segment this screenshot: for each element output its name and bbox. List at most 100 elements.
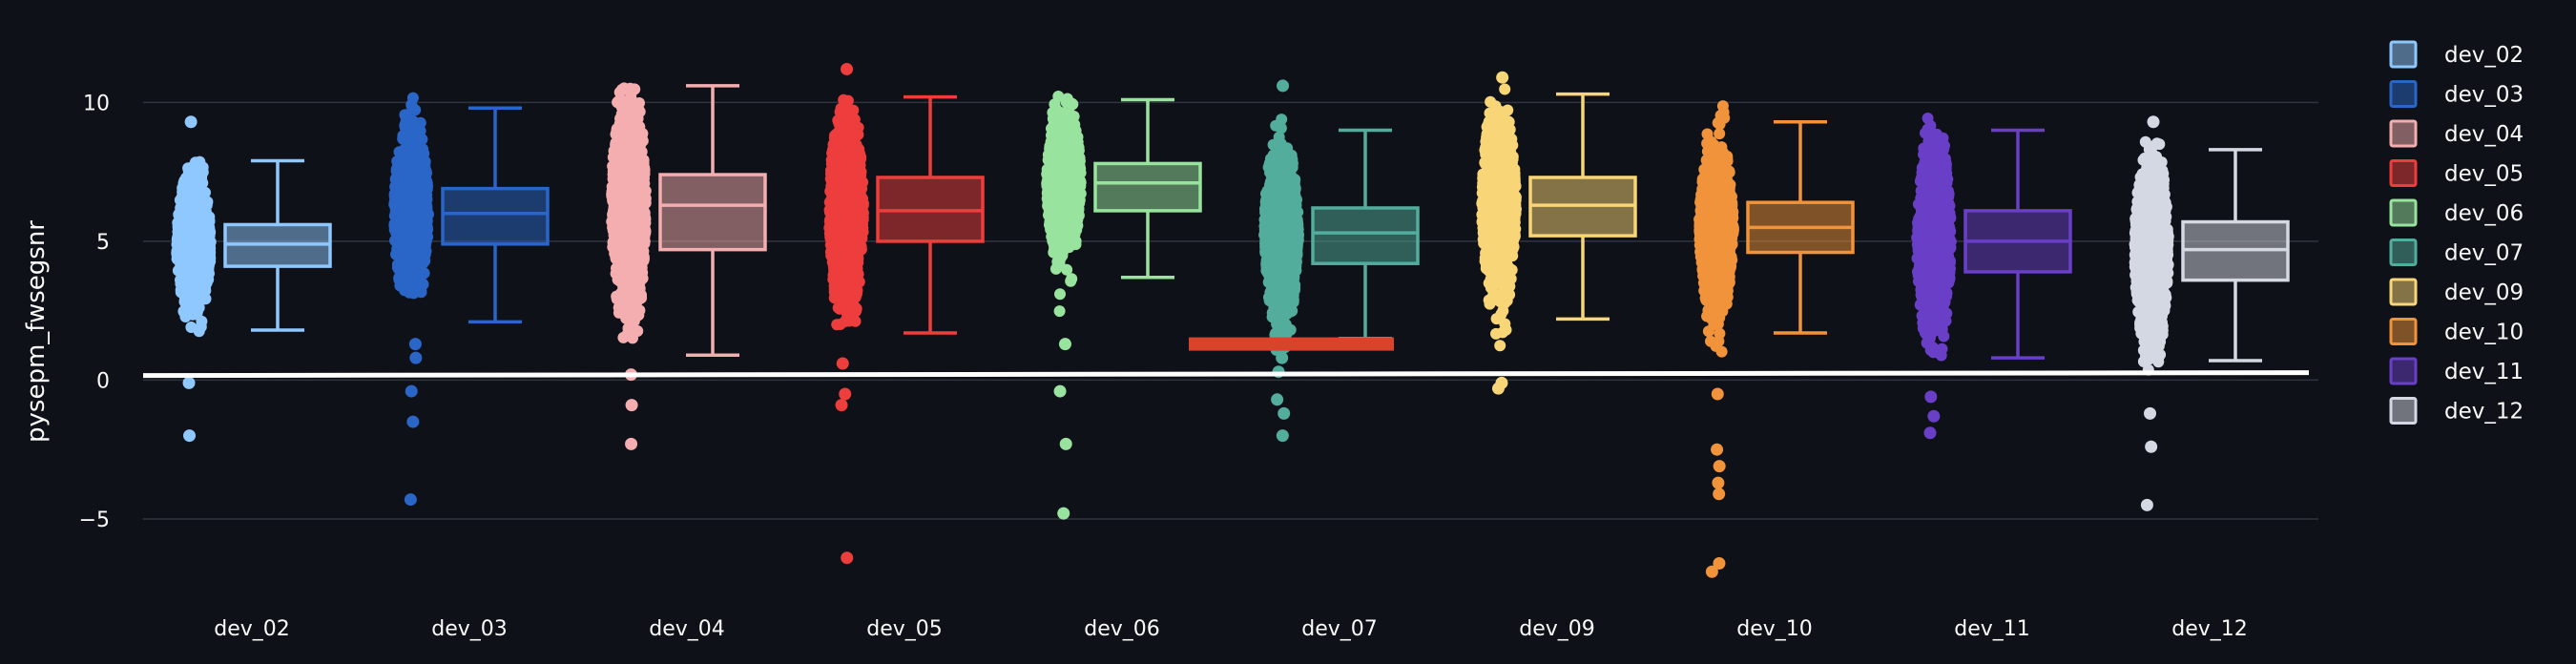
data-point xyxy=(1048,155,1059,166)
data-point xyxy=(628,141,639,153)
box-dev_06 xyxy=(1095,163,1200,210)
data-point xyxy=(836,188,847,199)
outlier-point xyxy=(185,115,197,128)
data-point xyxy=(175,250,186,261)
outlier-point xyxy=(406,416,419,428)
data-point xyxy=(1066,97,1077,109)
data-point xyxy=(1048,238,1059,249)
data-point xyxy=(616,189,628,200)
data-point xyxy=(193,247,204,259)
data-point xyxy=(197,177,208,189)
data-point xyxy=(1050,218,1062,229)
data-point xyxy=(838,125,849,136)
data-point xyxy=(197,191,209,202)
data-point xyxy=(408,139,420,151)
data-point xyxy=(609,230,620,241)
data-point xyxy=(1071,219,1083,231)
data-point xyxy=(846,249,858,260)
data-point xyxy=(1066,273,1077,284)
data-point xyxy=(183,191,195,202)
data-point xyxy=(401,209,412,220)
data-point xyxy=(401,196,412,207)
outlier-point xyxy=(409,352,422,364)
outlier-point xyxy=(841,551,853,564)
data-point xyxy=(197,275,208,286)
data-point xyxy=(842,95,854,107)
data-point xyxy=(198,259,210,271)
data-point xyxy=(629,84,640,95)
outlier-point xyxy=(183,429,196,442)
data-point xyxy=(193,236,204,247)
data-point xyxy=(614,87,626,98)
y-tick-label: −5 xyxy=(79,508,110,532)
data-point xyxy=(1054,288,1066,300)
data-point xyxy=(177,215,188,226)
data-point xyxy=(185,276,197,287)
data-point xyxy=(617,332,629,343)
outlier-point xyxy=(1057,508,1070,520)
data-point xyxy=(846,168,858,179)
outlier-point xyxy=(409,338,422,350)
y-axis-label: pysepm_fwsegsnr xyxy=(22,220,51,443)
box-dev_03 xyxy=(443,189,548,244)
data-point xyxy=(1050,144,1062,156)
data-point xyxy=(402,267,413,279)
data-point xyxy=(1066,169,1077,180)
outlier-point xyxy=(183,377,196,389)
data-point xyxy=(1055,124,1067,135)
data-point xyxy=(638,173,650,184)
data-point xyxy=(1042,177,1053,189)
y-tick-label: 5 xyxy=(96,231,110,255)
data-point xyxy=(195,214,206,225)
data-point xyxy=(853,159,864,171)
data-point xyxy=(421,176,432,187)
data-point xyxy=(837,288,848,300)
data-point xyxy=(637,231,649,242)
data-point xyxy=(621,252,633,263)
data-point xyxy=(830,146,841,157)
y-tick-label: 0 xyxy=(96,369,110,393)
data-point xyxy=(628,181,639,193)
data-point xyxy=(407,93,419,104)
data-point xyxy=(193,285,204,297)
data-point xyxy=(633,113,644,124)
data-point xyxy=(851,221,862,233)
data-point xyxy=(613,274,624,285)
outlier-point xyxy=(1060,438,1072,450)
data-point xyxy=(1062,197,1073,209)
data-point xyxy=(178,306,190,318)
data-point xyxy=(824,215,836,226)
outlier-point xyxy=(841,63,853,75)
data-point xyxy=(851,139,862,151)
data-point xyxy=(1049,108,1060,119)
data-point xyxy=(609,164,620,176)
outlier-point xyxy=(1059,338,1071,350)
data-point xyxy=(847,181,859,193)
data-point xyxy=(1054,305,1066,317)
outlier-point xyxy=(405,385,418,398)
outlier-point xyxy=(836,399,848,411)
data-point xyxy=(628,326,639,338)
data-point xyxy=(1050,196,1062,207)
outlier-point xyxy=(625,438,637,450)
data-point xyxy=(621,227,633,239)
data-point xyxy=(851,284,862,296)
data-point xyxy=(842,273,854,284)
outlier-point xyxy=(1054,385,1067,398)
data-point xyxy=(405,125,416,136)
data-point xyxy=(839,228,850,239)
data-point xyxy=(1061,114,1072,125)
data-point xyxy=(1066,132,1077,143)
box-dev_04 xyxy=(660,175,765,250)
data-point xyxy=(609,240,620,252)
data-point xyxy=(829,158,841,170)
y-tick-label: 10 xyxy=(83,92,110,115)
data-point xyxy=(832,114,843,126)
data-point xyxy=(615,291,627,302)
data-point xyxy=(824,231,836,242)
data-point xyxy=(854,239,865,251)
data-point xyxy=(639,214,651,225)
data-point xyxy=(636,128,648,139)
data-point xyxy=(409,237,421,248)
